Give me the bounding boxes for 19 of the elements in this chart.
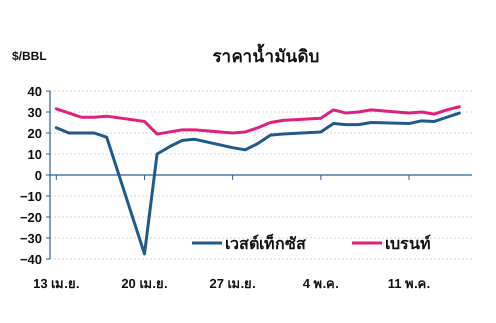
y-tick-label: −40 — [20, 252, 42, 267]
legend-label: เวสต์เท็กซัส — [225, 232, 306, 253]
legend-label: เบรนท์ — [385, 234, 431, 253]
y-tick-label: 20 — [28, 126, 42, 141]
y-axis-title: $/BBL — [12, 49, 47, 63]
x-tick-label: 20 เม.ย. — [121, 276, 168, 291]
y-tick-label: −10 — [20, 189, 42, 204]
x-tick-label: 27 เม.ย. — [210, 276, 256, 291]
y-tick-label: 30 — [28, 105, 42, 120]
x-tick-label: 13 เม.ย. — [33, 276, 80, 291]
x-tick-label: 4 พ.ค. — [302, 276, 339, 291]
y-tick-label: 10 — [28, 147, 42, 162]
line-series — [54, 105, 461, 136]
x-tick-label: 11 พ.ค. — [388, 276, 430, 291]
y-tick-label: −20 — [20, 210, 42, 225]
y-tick-label: 0 — [34, 168, 42, 183]
y-tick-label: −30 — [20, 231, 42, 246]
chart-title: ราคาน้ำมันดิบ — [212, 43, 320, 66]
y-tick-label: 40 — [28, 84, 42, 99]
